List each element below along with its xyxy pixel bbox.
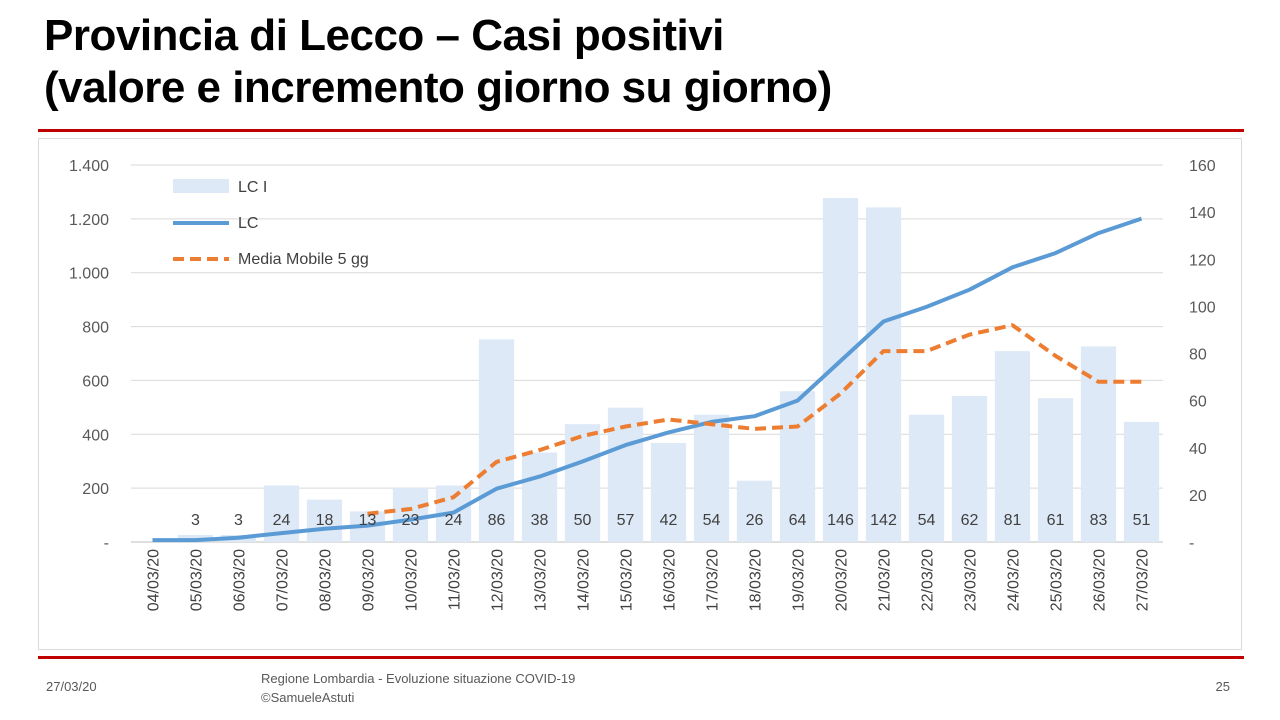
footer-source: Regione Lombardia - Evoluzione situazion… bbox=[261, 669, 575, 707]
x-tick-label: 26/03/20 bbox=[1092, 549, 1109, 611]
bar bbox=[521, 452, 558, 542]
bar bbox=[1123, 421, 1160, 542]
bar bbox=[908, 414, 945, 542]
legend-label-moving-average: Media Mobile 5 gg bbox=[238, 251, 369, 268]
bar-data-label: 24 bbox=[445, 512, 463, 529]
bar bbox=[478, 339, 515, 542]
y-right-tick-label: 100 bbox=[1189, 299, 1216, 316]
x-tick-label: 21/03/20 bbox=[877, 549, 894, 611]
bar-data-label: 50 bbox=[574, 512, 592, 529]
x-tick-label: 14/03/20 bbox=[576, 549, 593, 611]
footer-source-line-1: Regione Lombardia - Evoluzione situazion… bbox=[261, 671, 576, 686]
bar-data-label: 42 bbox=[660, 512, 678, 529]
bar-data-label: 23 bbox=[402, 512, 420, 529]
bar-data-label: 62 bbox=[961, 512, 979, 529]
x-tick-label: 16/03/20 bbox=[662, 549, 679, 611]
bar-data-label: 54 bbox=[918, 512, 936, 529]
y-right-tick-label: 40 bbox=[1189, 441, 1207, 458]
title-line-2: (valore e incremento giorno su giorno) bbox=[44, 63, 832, 112]
y-right-tick-label: 20 bbox=[1189, 488, 1207, 505]
title-line-1: Provincia di Lecco – Casi positivi bbox=[44, 11, 724, 60]
footer-date: 27/03/20 bbox=[46, 679, 97, 694]
y-right-tick-label: 160 bbox=[1189, 158, 1216, 175]
y-left-tick-label: 1.000 bbox=[69, 266, 109, 283]
y-right-tick-label: 140 bbox=[1189, 205, 1216, 222]
bar-data-label: 64 bbox=[789, 512, 807, 529]
legend-label-lc: LC bbox=[238, 215, 258, 232]
page-number: 25 bbox=[1215, 679, 1230, 694]
bar-data-label: 18 bbox=[316, 512, 334, 529]
x-tick-label: 08/03/20 bbox=[318, 549, 335, 611]
bar bbox=[951, 395, 988, 542]
x-tick-label: 27/03/20 bbox=[1135, 549, 1152, 611]
chart-frame: - 200 400 600 800 1.000 1.200 1.400 - 20 40 60 80 100… bbox=[38, 138, 1242, 650]
y-left-tick-label: 400 bbox=[82, 427, 109, 444]
x-tick-label: 18/03/20 bbox=[748, 549, 765, 611]
bar-data-label: 83 bbox=[1090, 512, 1108, 529]
bar bbox=[650, 443, 687, 542]
y-right-tick-label: 80 bbox=[1189, 347, 1207, 364]
bar-data-label: 26 bbox=[746, 512, 764, 529]
bar bbox=[392, 487, 429, 542]
series-line-lc bbox=[152, 216, 1143, 543]
bar-data-label: 3 bbox=[191, 512, 200, 529]
y-left-tick-label: 1.200 bbox=[69, 212, 109, 229]
bar bbox=[306, 499, 343, 542]
bar-data-label: 51 bbox=[1133, 512, 1151, 529]
x-tick-label: 17/03/20 bbox=[705, 549, 722, 611]
x-tick-label: 25/03/20 bbox=[1049, 549, 1066, 611]
x-tick-label: 13/03/20 bbox=[533, 549, 550, 611]
bar bbox=[1080, 346, 1117, 542]
x-tick-label: 10/03/20 bbox=[404, 549, 421, 611]
bar-data-label: 38 bbox=[531, 512, 549, 529]
x-tick-label: 07/03/20 bbox=[275, 549, 292, 611]
slide-title: Provincia di Lecco – Casi positivi (valo… bbox=[44, 10, 832, 114]
bar-data-label: 57 bbox=[617, 512, 635, 529]
bar-data-label: 3 bbox=[234, 512, 243, 529]
y-left-tick-label: 800 bbox=[82, 320, 109, 337]
x-tick-label: 19/03/20 bbox=[791, 549, 808, 611]
y-left-tick-label: 600 bbox=[82, 373, 109, 390]
bar-data-label: 146 bbox=[827, 512, 854, 529]
x-tick-label: 24/03/20 bbox=[1006, 549, 1023, 611]
x-tick-label: 04/03/20 bbox=[146, 549, 163, 611]
x-tick-label: 11/03/20 bbox=[447, 549, 464, 610]
bar-data-label: 13 bbox=[359, 512, 377, 529]
bar bbox=[865, 207, 902, 542]
x-tick-label: 23/03/20 bbox=[963, 549, 980, 611]
footer-divider bbox=[38, 656, 1244, 659]
y-left-tick-label: 200 bbox=[82, 481, 109, 498]
bar bbox=[564, 424, 601, 542]
bar bbox=[693, 414, 730, 542]
x-tick-label: 05/03/20 bbox=[189, 549, 206, 611]
x-tick-label: 06/03/20 bbox=[232, 549, 249, 611]
chart-svg: - 200 400 600 800 1.000 1.200 1.400 - 20 40 60 80 100… bbox=[69, 158, 1216, 611]
footer-source-line-2: ©SamueleAstuti bbox=[261, 690, 355, 705]
y-right-tick-label: 120 bbox=[1189, 252, 1216, 269]
x-tick-label: 22/03/20 bbox=[920, 549, 937, 611]
series-line-moving-average bbox=[367, 323, 1142, 516]
bar-data-label: 86 bbox=[488, 512, 506, 529]
legend-swatch-lc-i bbox=[173, 179, 229, 193]
x-tick-label: 15/03/20 bbox=[619, 549, 636, 611]
legend-label-lc-i: LC I bbox=[238, 179, 267, 196]
bar-data-label: 61 bbox=[1047, 512, 1065, 529]
bar bbox=[1037, 398, 1074, 542]
title-divider bbox=[38, 129, 1244, 132]
y-right-tick-label: - bbox=[1189, 535, 1194, 552]
y-right-tick-label: 60 bbox=[1189, 394, 1207, 411]
x-tick-label: 09/03/20 bbox=[361, 549, 378, 611]
bar-data-label: 142 bbox=[870, 512, 897, 529]
x-tick-label: 20/03/20 bbox=[834, 549, 851, 611]
x-tick-label: 12/03/20 bbox=[490, 549, 507, 611]
bar bbox=[994, 351, 1031, 542]
y-left-tick-label: 1.400 bbox=[69, 158, 109, 175]
bar bbox=[736, 480, 773, 542]
bar-data-label: 81 bbox=[1004, 512, 1022, 529]
bar-data-label: 54 bbox=[703, 512, 721, 529]
bar-data-label: 24 bbox=[273, 512, 291, 529]
y-left-tick-label: - bbox=[104, 535, 109, 552]
